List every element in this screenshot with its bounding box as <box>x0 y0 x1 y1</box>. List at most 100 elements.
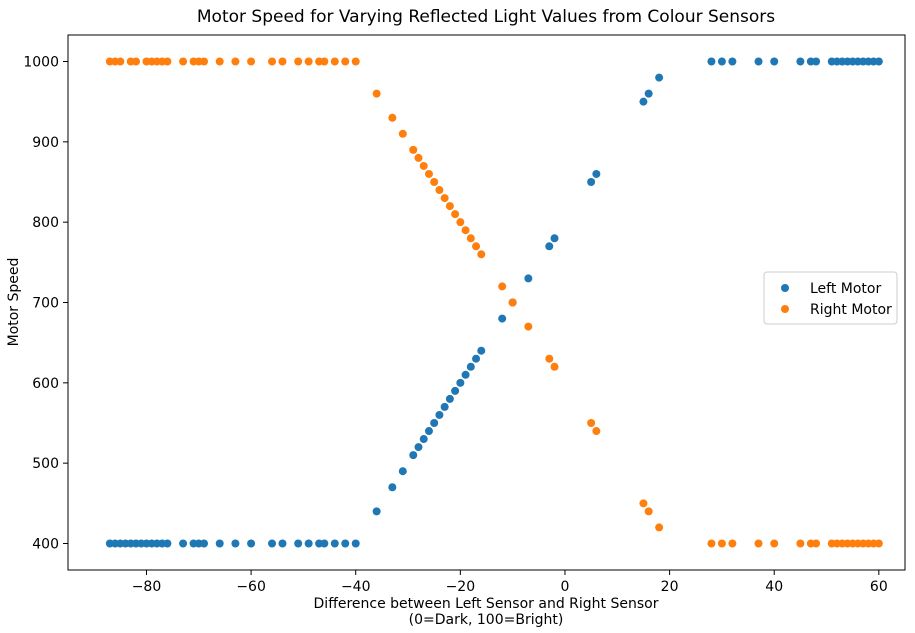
y-tick-label: 900 <box>32 135 59 151</box>
point-right-motor <box>116 57 125 66</box>
point-left-motor <box>587 178 596 186</box>
legend-box <box>763 271 898 325</box>
legend-marker-right-motor <box>781 305 789 313</box>
point-left-motor <box>330 539 339 548</box>
point-left-motor <box>398 467 407 476</box>
point-left-motor <box>388 483 397 492</box>
point-right-motor <box>424 169 433 178</box>
point-right-motor <box>372 89 381 98</box>
point-left-motor <box>419 435 428 444</box>
point-left-motor <box>707 57 716 66</box>
x-tick-label: 60 <box>870 579 888 595</box>
point-left-motor <box>498 314 507 323</box>
point-left-motor <box>414 443 423 452</box>
point-left-motor <box>409 451 418 460</box>
y-tick-label: 800 <box>32 215 59 231</box>
point-left-motor <box>320 539 329 548</box>
point-right-motor <box>247 57 256 66</box>
y-tick-label: 700 <box>32 296 59 312</box>
point-left-motor <box>461 370 470 379</box>
point-left-motor <box>754 57 763 66</box>
point-right-motor <box>592 427 601 436</box>
point-right-motor <box>655 523 664 532</box>
point-right-motor <box>451 210 460 219</box>
point-left-motor <box>728 57 737 66</box>
point-left-motor <box>456 378 465 387</box>
point-right-motor <box>639 499 648 508</box>
legend-marker-left-motor <box>781 284 789 292</box>
point-right-motor <box>351 57 360 66</box>
point-left-motor <box>435 410 444 419</box>
point-right-motor <box>388 113 397 122</box>
point-right-motor <box>812 539 821 548</box>
y-axis-ticks: 400 500 600 700 800 900 1000 <box>23 55 68 552</box>
x-tick-label: −80 <box>132 579 162 595</box>
point-right-motor <box>341 57 350 66</box>
point-right-motor <box>409 145 418 154</box>
point-left-motor <box>200 539 209 548</box>
point-right-motor <box>466 234 475 243</box>
point-right-motor <box>456 218 465 227</box>
point-right-motor <box>414 153 423 162</box>
point-left-motor <box>466 362 475 371</box>
point-left-motor <box>247 539 256 548</box>
point-right-motor <box>163 57 172 66</box>
point-right-motor <box>419 161 428 170</box>
y-tick-label: 1000 <box>23 55 59 71</box>
point-right-motor <box>430 178 439 186</box>
point-left-motor <box>163 539 172 548</box>
point-left-motor <box>717 57 726 66</box>
point-left-motor <box>644 89 653 98</box>
point-left-motor <box>341 539 350 548</box>
x-axis-title-line2: (0=Dark, 100=Bright) <box>409 612 564 628</box>
point-left-motor <box>472 354 481 363</box>
point-right-motor <box>717 539 726 548</box>
point-left-motor <box>545 242 554 251</box>
point-left-motor <box>268 539 277 548</box>
point-left-motor <box>477 346 486 355</box>
point-left-motor <box>874 57 883 66</box>
point-left-motor <box>451 386 460 395</box>
y-tick-label: 600 <box>32 376 59 392</box>
point-left-motor <box>639 97 648 106</box>
point-left-motor <box>231 539 240 548</box>
y-axis-title: Motor Speed <box>6 258 22 347</box>
point-left-motor <box>770 57 779 66</box>
point-right-motor <box>330 57 339 66</box>
point-right-motor <box>524 322 533 331</box>
point-right-motor <box>278 57 287 66</box>
point-right-motor <box>461 226 470 235</box>
point-right-motor <box>770 539 779 548</box>
points-layer <box>105 57 883 548</box>
point-right-motor <box>644 507 653 516</box>
point-right-motor <box>200 57 209 66</box>
point-right-motor <box>215 57 224 66</box>
y-tick-label: 500 <box>32 456 59 472</box>
point-left-motor <box>294 539 303 548</box>
point-right-motor <box>320 57 329 66</box>
chart-title: Motor Speed for Varying Reflected Light … <box>197 7 775 27</box>
x-tick-label: −60 <box>236 579 266 595</box>
point-right-motor <box>435 186 444 195</box>
point-left-motor <box>592 169 601 178</box>
point-left-motor <box>796 57 805 66</box>
legend-label-left-motor: Left Motor <box>810 281 881 297</box>
point-right-motor <box>445 202 454 211</box>
legend-label-right-motor: Right Motor <box>810 302 892 318</box>
x-axis-ticks: −80 −60 −40 −20 0 20 40 60 <box>132 570 888 595</box>
point-right-motor <box>294 57 303 66</box>
point-left-motor <box>424 427 433 436</box>
point-right-motor <box>707 539 716 548</box>
point-right-motor <box>440 194 449 203</box>
point-left-motor <box>372 507 381 516</box>
point-left-motor <box>351 539 360 548</box>
point-left-motor <box>655 73 664 82</box>
point-right-motor <box>498 282 507 291</box>
point-left-motor <box>550 234 559 243</box>
x-tick-label: 40 <box>765 579 783 595</box>
point-right-motor <box>545 354 554 363</box>
x-tick-label: −20 <box>446 579 476 595</box>
point-left-motor <box>440 402 449 411</box>
point-right-motor <box>796 539 805 548</box>
